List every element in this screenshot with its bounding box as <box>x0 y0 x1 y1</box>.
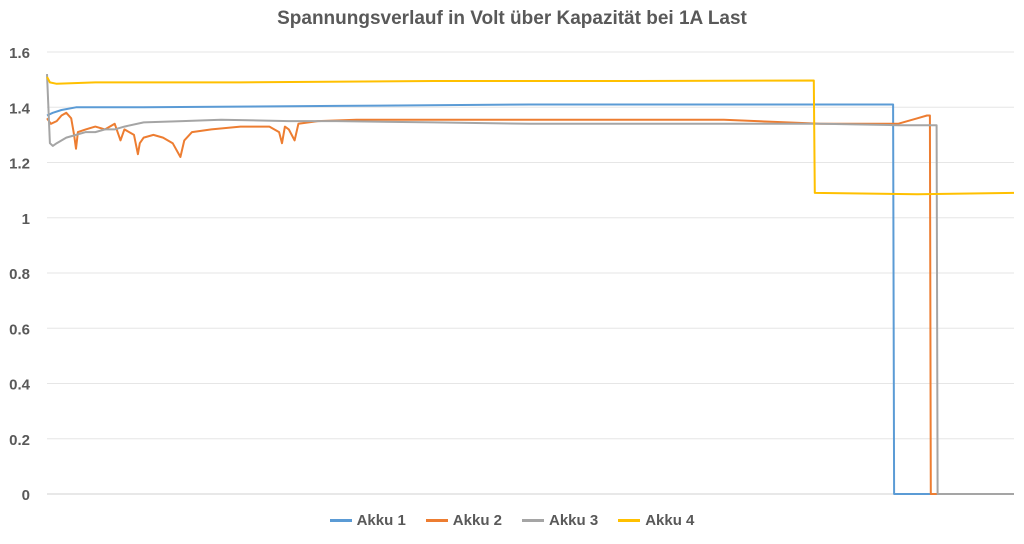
y-tick-label: 1.4 <box>9 100 31 117</box>
series-line-akku-3 <box>46 74 1014 495</box>
y-tick-label: 1.6 <box>9 45 30 62</box>
legend-label: Akku 3 <box>549 512 599 529</box>
legend-label: Akku 4 <box>645 512 695 529</box>
y-tick-label: 1 <box>22 211 30 228</box>
y-tick-label: 0.2 <box>9 432 30 449</box>
legend-swatch <box>522 519 544 522</box>
y-tick-labels: 0 0.2 0.4 0.6 0.8 1 1.2 1.4 1.6 <box>9 45 31 504</box>
series-line-akku-1 <box>46 103 1014 495</box>
y-tick-label: 0.4 <box>9 377 31 394</box>
legend-label: Akku 2 <box>452 512 502 529</box>
legend-swatch <box>425 519 448 522</box>
y-tick-label: 1.2 <box>9 156 30 173</box>
legend-swatch <box>618 519 641 522</box>
legend-item: Akku 1 <box>329 512 406 529</box>
chart-title: Spannungsverlauf in Volt über Kapazität … <box>277 8 747 29</box>
grid-lines <box>47 51 1014 495</box>
series-line-akku-2 <box>46 111 1014 495</box>
legend-label: Akku 1 <box>356 512 406 529</box>
y-tick-label: 0.8 <box>9 266 30 283</box>
legend-swatch <box>329 519 352 522</box>
legend: Akku 1 Akku 2 Akku 3 Akku 4 <box>0 512 1024 529</box>
legend-item: Akku 3 <box>522 512 598 529</box>
y-tick-label: 0.6 <box>9 321 30 338</box>
y-tick-label: 0 <box>22 487 30 504</box>
series-lines <box>46 74 1015 495</box>
series-line-akku-4 <box>46 76 1015 196</box>
legend-item: Akku 2 <box>425 512 502 529</box>
legend-item: Akku 4 <box>618 512 694 529</box>
